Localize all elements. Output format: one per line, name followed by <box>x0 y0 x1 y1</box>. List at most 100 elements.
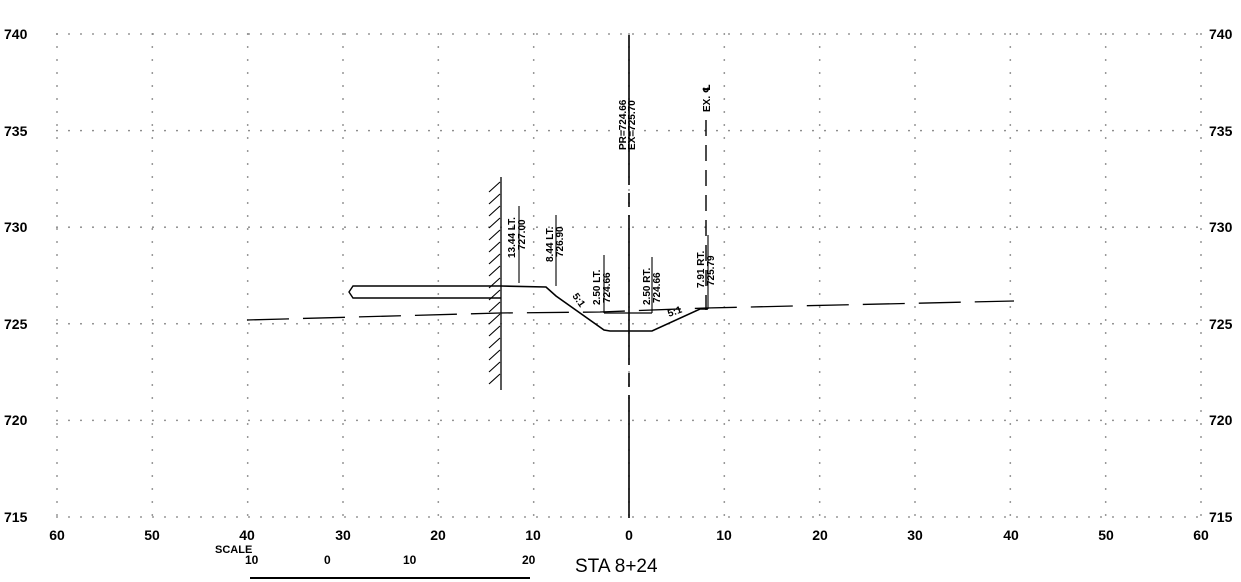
grid-dot <box>1172 33 1174 35</box>
grid-dot <box>1064 33 1066 35</box>
grid-dot <box>860 129 862 132</box>
grid-dot <box>500 33 502 35</box>
grid-dot <box>818 85 821 87</box>
grid-dot <box>437 332 440 334</box>
grid-dot <box>532 514 535 516</box>
grid-dot <box>342 215 344 217</box>
grid-dot <box>548 33 550 35</box>
grid-dot <box>368 226 370 229</box>
grid-dot <box>920 516 922 518</box>
grid-dot <box>992 322 994 325</box>
scale-title: SCALE <box>215 544 252 556</box>
grid-dot <box>92 129 94 132</box>
grid-dot <box>723 371 726 373</box>
grid-dot <box>1136 516 1138 518</box>
grid-dot <box>1104 228 1107 230</box>
grid-dot <box>56 345 58 347</box>
grid-dot <box>1009 163 1012 165</box>
grid-dot <box>848 322 850 325</box>
grid-dot <box>932 129 934 132</box>
grid-dot <box>56 332 58 334</box>
grid-dot <box>224 419 226 422</box>
grid-dot <box>56 371 58 373</box>
grid-dot <box>368 33 370 35</box>
grid-dot <box>532 319 535 321</box>
grid-dot <box>908 322 910 325</box>
grid-dot <box>992 33 994 35</box>
grid-dot <box>246 371 249 373</box>
grid-dot <box>272 419 274 422</box>
grid-dot <box>248 129 250 132</box>
grid-dot <box>1200 189 1202 191</box>
grid-dot <box>380 419 382 422</box>
grid-dot <box>356 226 358 229</box>
scale-label: 10 <box>403 553 417 567</box>
grid-dot <box>437 397 440 399</box>
grid-dot <box>532 371 535 373</box>
grid-dot <box>151 436 154 438</box>
grid-dot <box>536 33 538 35</box>
grid-dot <box>818 46 821 48</box>
grid-dot <box>1009 462 1012 464</box>
grid-dot <box>764 33 766 35</box>
grid-dot <box>532 436 535 438</box>
grid-dot <box>914 423 916 425</box>
grid-dot <box>1200 462 1202 464</box>
grid-dot <box>596 33 598 35</box>
offset-844-lt: 8.44 LT. <box>545 226 556 262</box>
grid-dot <box>836 516 838 518</box>
grid-dot <box>800 419 802 422</box>
elev-label-725-right: 725 <box>1209 316 1233 332</box>
grid-dot <box>1104 306 1107 308</box>
grid-dot <box>151 163 154 165</box>
grid-dot <box>818 371 821 373</box>
grid-dot <box>344 33 346 35</box>
grid-dot <box>1064 322 1066 325</box>
grid-dot <box>128 33 130 35</box>
grid-dot <box>92 322 94 325</box>
grid-dot <box>80 419 82 422</box>
grid-dot <box>151 293 154 295</box>
grid-dot <box>532 293 535 295</box>
grid-dot <box>1200 59 1202 61</box>
grid-dot <box>452 33 454 35</box>
grid-dot <box>752 322 754 325</box>
grid-dot <box>572 322 574 325</box>
grid-dot <box>860 226 862 229</box>
cl-pr-label: PR=724.66 <box>618 99 629 150</box>
grid-dot <box>818 189 821 191</box>
grid-dot <box>560 226 562 229</box>
grid-dot <box>320 129 322 132</box>
grid-dot <box>188 33 190 35</box>
grid-dot <box>812 516 814 518</box>
grid-dot <box>1088 516 1090 518</box>
grid-dot <box>668 129 670 132</box>
grid-dot <box>452 516 454 518</box>
grid-dot <box>560 516 562 518</box>
grid-dot <box>437 384 440 386</box>
grid-dot <box>818 150 821 152</box>
grid-dot <box>437 501 440 503</box>
grid-dot <box>944 322 946 325</box>
grid-dot <box>628 33 630 35</box>
elev-label-735-right: 735 <box>1209 123 1233 139</box>
grid-dot <box>246 358 249 360</box>
grid-dot <box>848 419 850 422</box>
grid-dot <box>116 322 118 325</box>
grid-dot <box>1112 33 1114 35</box>
grid-dot <box>992 419 994 422</box>
grid-dot <box>342 501 344 503</box>
grid-dot <box>464 516 466 518</box>
elev-label-735-left: 735 <box>4 123 28 139</box>
grid-dot <box>896 33 898 35</box>
grid-dot <box>437 202 440 204</box>
grid-dot <box>723 124 726 126</box>
grid-dot <box>1184 226 1186 229</box>
grid-dot <box>524 226 526 229</box>
grid-dot <box>272 33 274 35</box>
grid-dot <box>716 322 718 325</box>
grid-dot <box>246 215 249 217</box>
grid-dot <box>56 516 58 518</box>
grid-dot <box>1040 516 1042 518</box>
grid-dot <box>428 419 430 422</box>
